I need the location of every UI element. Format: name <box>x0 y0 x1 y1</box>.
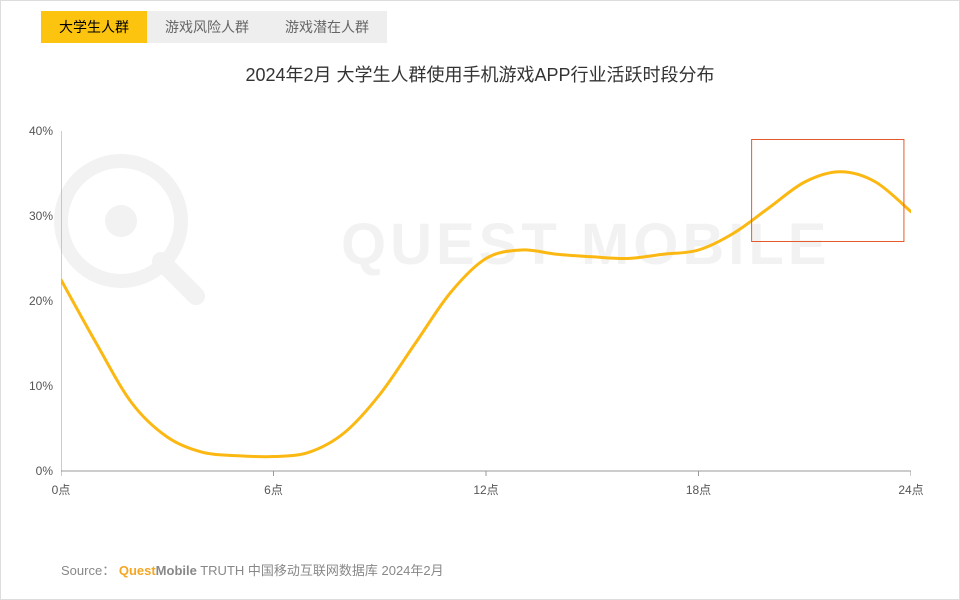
source-brand2: Mobile <box>156 563 197 578</box>
series-line <box>61 172 911 457</box>
source-citation: Source： QuestMobile TRUTH 中国移动互联网数据库 202… <box>61 560 444 579</box>
source-suffix: TRUTH 中国移动互联网数据库 2024年2月 <box>197 563 444 578</box>
source-brand1: Quest <box>119 563 156 578</box>
tab-bar: 大学生人群 游戏风险人群 游戏潜在人群 <box>1 1 959 43</box>
y-tick-label: 40% <box>29 124 61 138</box>
tab-college[interactable]: 大学生人群 <box>41 11 147 43</box>
tab-risk[interactable]: 游戏风险人群 <box>147 11 267 43</box>
chart-title: 2024年2月 大学生人群使用手机游戏APP行业活跃时段分布 <box>1 61 959 87</box>
chart-plot-area: 0%10%20%30%40%0点6点12点18点24点 <box>61 121 911 501</box>
highlight-box <box>752 140 904 242</box>
line-chart-svg <box>61 121 911 501</box>
tab-potential[interactable]: 游戏潜在人群 <box>267 11 387 43</box>
y-tick-label: 20% <box>29 294 61 308</box>
chart-frame: 大学生人群 游戏风险人群 游戏潜在人群 2024年2月 大学生人群使用手机游戏A… <box>0 0 960 600</box>
y-tick-label: 30% <box>29 209 61 223</box>
source-prefix: Source： <box>61 563 115 578</box>
y-tick-label: 10% <box>29 379 61 393</box>
